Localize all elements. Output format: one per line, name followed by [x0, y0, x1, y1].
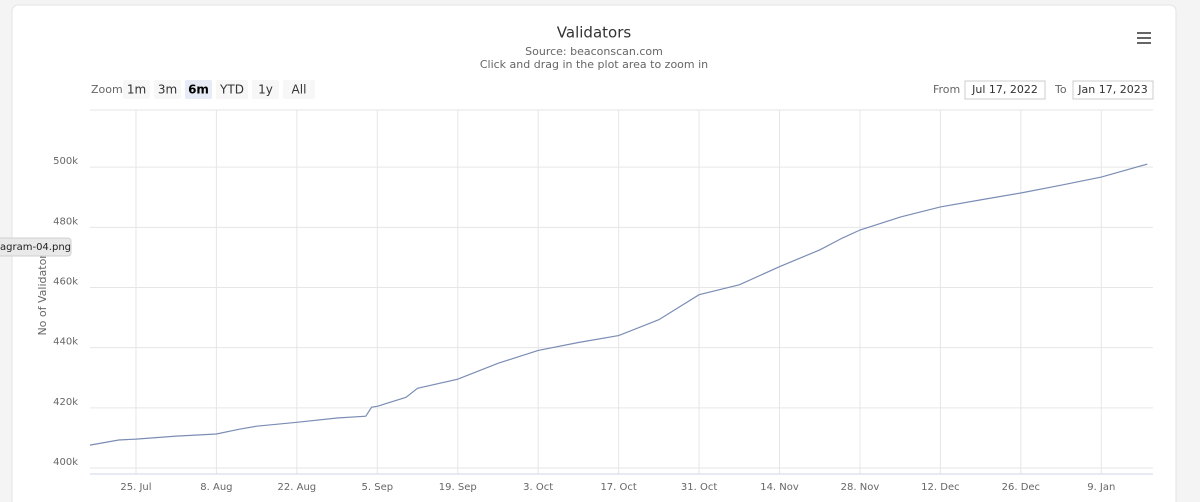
chart-caption: Click and drag in the plot area to zoom … [480, 58, 708, 71]
x-tick-label: 26. Dec [1002, 482, 1040, 493]
menu-bar [1137, 32, 1151, 34]
x-tick-label: 19. Sep [439, 482, 477, 493]
range-button-bg [252, 80, 279, 99]
menu-bar [1137, 37, 1151, 39]
y-tick-label: 420k [53, 397, 78, 408]
range-button[interactable]: 1y [252, 80, 279, 99]
from-value: Jul 17, 2022 [971, 83, 1038, 96]
range-button-bg [123, 80, 150, 99]
x-tick-label: 5. Sep [362, 482, 394, 493]
range-button-label: 1m [127, 83, 146, 97]
range-button-bg [154, 80, 181, 99]
range-button-label: 3m [158, 83, 177, 97]
x-tick-label: 22. Aug [278, 482, 317, 493]
x-tick-label: 9. Jan [1087, 482, 1115, 493]
menu-button[interactable] [1137, 32, 1151, 44]
x-tick-label: 25. Jul [120, 482, 151, 493]
data-line [89, 163, 1148, 446]
y-tick-label: 500k [53, 156, 78, 167]
x-tick-label: 28. Nov [841, 482, 880, 493]
to-input[interactable] [1072, 80, 1154, 100]
range-button-label: 1y [258, 83, 273, 97]
range-button-bg [283, 80, 315, 99]
range-button-label: YTD [219, 83, 244, 97]
chart-subtitle: Source: beaconscan.com [525, 45, 663, 58]
card [11, 4, 1177, 502]
from-label: From [933, 83, 960, 96]
zoom-label: Zoom [91, 83, 123, 96]
range-button-bg [216, 80, 248, 99]
y-tick-label: 400k [53, 457, 78, 468]
to-value: Jan 17, 2023 [1077, 83, 1147, 96]
x-tick-label: 17. Oct [600, 482, 636, 493]
x-tick-label: 31. Oct [681, 482, 717, 493]
range-button[interactable]: 3m [154, 80, 181, 99]
from-input[interactable] [964, 80, 1046, 100]
range-button-bg [185, 80, 212, 99]
range-button-label: 6m [188, 83, 209, 97]
to-label: To [1054, 83, 1067, 96]
y-axis-label: No of Validators [36, 248, 49, 335]
x-tick-label: 12. Dec [921, 482, 959, 493]
range-button[interactable]: 6m [185, 80, 212, 99]
menu-bar [1137, 42, 1151, 44]
range-button[interactable]: All [283, 80, 315, 99]
y-tick-label: 480k [53, 216, 78, 227]
tooltip-text: agram-04.png [0, 242, 71, 253]
x-tick-label: 8. Aug [200, 482, 232, 493]
tooltip-bg [0, 237, 72, 257]
range-button[interactable]: YTD [216, 80, 248, 99]
y-tick-label: 460k [53, 276, 78, 287]
x-tick-label: 3. Oct [523, 482, 553, 493]
range-button[interactable]: 1m [123, 80, 150, 99]
range-button-label: All [292, 83, 307, 97]
chart-title: Validators [557, 24, 632, 42]
x-tick-label: 14. Nov [760, 482, 799, 493]
y-tick-label: 440k [53, 337, 78, 348]
